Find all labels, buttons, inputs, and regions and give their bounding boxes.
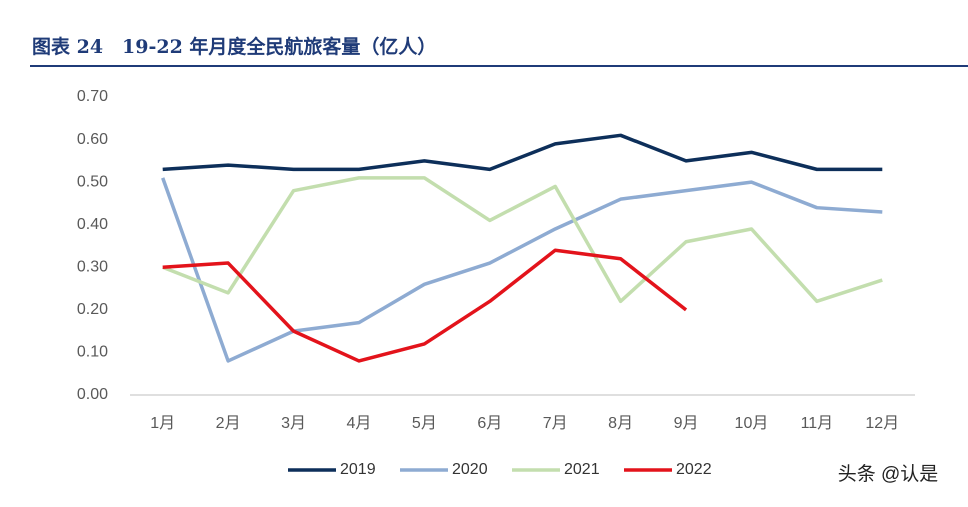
legend-label: 2021 — [564, 461, 600, 478]
x-tick-label: 6月 — [477, 415, 502, 432]
y-tick-label: 0.10 — [77, 344, 108, 361]
x-tick-label: 11月 — [801, 415, 834, 432]
watermark: 头条 @认是 — [838, 463, 939, 485]
chart-title: 图表 24 19-22 年月度全民航旅客量（亿人） — [32, 35, 436, 58]
x-tick-label: 3月 — [281, 415, 306, 432]
x-tick-label: 9月 — [674, 415, 699, 432]
y-tick-label: 0.40 — [77, 216, 108, 233]
x-tick-label: 7月 — [543, 415, 568, 432]
x-tick-label: 2月 — [216, 415, 241, 432]
y-tick-label: 0.50 — [77, 173, 108, 190]
x-tick-label: 1月 — [150, 415, 175, 432]
y-tick-label: 0.20 — [77, 301, 108, 318]
y-tick-label: 0.00 — [77, 386, 108, 403]
x-tick-label: 5月 — [412, 415, 437, 432]
legend-label: 2019 — [340, 461, 376, 478]
series-line — [161, 177, 883, 363]
y-tick-label: 0.70 — [77, 88, 108, 105]
series-line — [162, 176, 883, 304]
y-tick-label: 0.60 — [77, 131, 108, 148]
x-tick-label: 4月 — [347, 415, 372, 432]
y-tick-label: 0.30 — [77, 259, 108, 276]
legend-label: 2022 — [676, 461, 712, 478]
legend-label: 2020 — [452, 461, 488, 478]
x-tick-label: 8月 — [608, 415, 633, 432]
x-tick-label: 10月 — [735, 415, 769, 432]
series-line — [162, 133, 883, 172]
series-line — [162, 248, 688, 363]
x-tick-label: 12月 — [865, 415, 899, 432]
